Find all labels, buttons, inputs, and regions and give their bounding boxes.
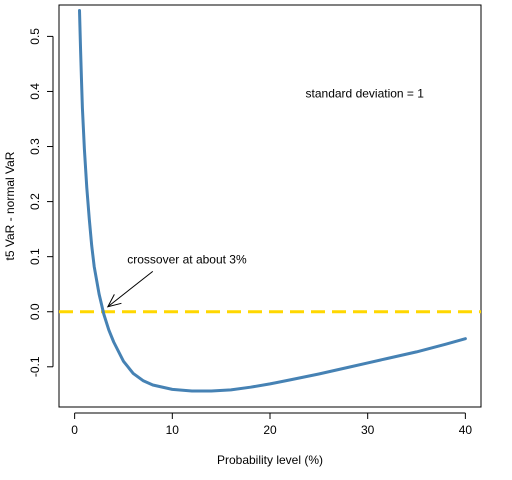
annotation-arrow-head [106, 294, 122, 308]
annotation-standard-deviation: standard deviation = 1 [306, 87, 425, 101]
y-tick-label: 0.4 [28, 83, 42, 100]
x-axis-title: Probability level (%) [217, 453, 323, 467]
y-tick-label: 0.0 [28, 303, 42, 320]
y-tick-label: 0.1 [28, 248, 42, 265]
x-tick-label: 10 [166, 423, 180, 437]
x-tick-label: 20 [263, 423, 277, 437]
annotation-crossover: crossover at about 3% [127, 252, 247, 266]
y-tick-label: 0.5 [28, 28, 42, 45]
series-line [78, 9, 467, 393]
x-tick-label: 0 [71, 423, 78, 437]
x-axis: 0 10 20 30 40 [71, 412, 473, 437]
y-tick-label: -0.1 [28, 356, 42, 377]
x-tick-label: 40 [459, 423, 473, 437]
y-axis-title: t5 VaR - normal VaR [3, 151, 17, 260]
y-tick-label: 0.2 [28, 193, 42, 210]
plot-frame [58, 4, 482, 408]
y-axis: -0.1 0.0 0.1 0.2 0.3 0.4 0.5 [28, 28, 54, 377]
y-tick-label: 0.3 [28, 138, 42, 155]
annotation-arrow-shaft [107, 271, 154, 308]
x-tick-label: 30 [361, 423, 375, 437]
annotation-arrow [106, 271, 154, 308]
